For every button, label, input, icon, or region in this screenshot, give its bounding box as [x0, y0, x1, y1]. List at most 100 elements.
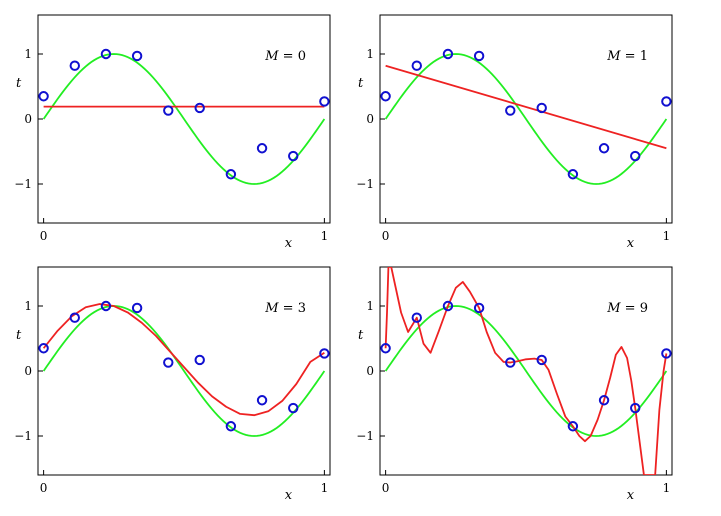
panel-1: 0 1 −1 0 1 x t M = 0: [14, 14, 331, 251]
x-axis-label: x: [627, 236, 635, 251]
y-axis-label: t: [16, 328, 22, 343]
data-point: [567, 169, 579, 180]
true-curve-line: [42, 305, 326, 437]
data-point: [100, 300, 112, 312]
y-tick-label: 1: [24, 299, 32, 313]
data-point: [505, 357, 516, 368]
x-tick-label: 0: [382, 481, 390, 495]
data-point: [256, 143, 268, 154]
fitted-curve-line: [385, 64, 667, 150]
data-point: [411, 312, 422, 323]
model-eq: =: [621, 301, 640, 316]
model-order-label: M = 1: [606, 49, 648, 64]
data-point: [442, 300, 454, 312]
x-axis-label: x: [627, 488, 635, 503]
model-val: 0: [298, 49, 306, 64]
panel-3: 0 1 −1 0 1 x t M = 3: [14, 266, 331, 503]
x-axis-label: x: [285, 236, 293, 251]
plot-area: [384, 267, 668, 475]
model-val: 1: [640, 49, 648, 64]
data-point: [536, 354, 547, 366]
data-point: [163, 357, 174, 368]
data-point: [225, 169, 237, 180]
model-var: M: [606, 49, 621, 64]
plot-area: [384, 53, 668, 185]
data-point: [411, 60, 422, 71]
data-point: [194, 102, 205, 114]
data-point: [505, 105, 516, 116]
y-tick-label: −1: [356, 429, 374, 443]
model-order-label: M = 3: [264, 301, 306, 316]
y-axis-label: t: [358, 328, 364, 343]
data-point: [630, 150, 641, 162]
data-point: [131, 302, 143, 314]
data-point: [288, 150, 299, 162]
y-tick-label: 1: [366, 47, 374, 61]
data-point: [319, 96, 330, 107]
model-eq: =: [621, 49, 640, 64]
x-tick-label: 1: [663, 481, 671, 495]
y-axis-label: t: [358, 76, 364, 91]
true-curve-line: [42, 53, 326, 185]
y-tick-label: 0: [366, 364, 374, 378]
model-var: M: [606, 301, 621, 316]
data-point: [442, 48, 454, 60]
data-point: [194, 354, 205, 366]
data-point: [567, 421, 579, 432]
data-point: [69, 60, 80, 71]
y-tick-label: 1: [24, 47, 32, 61]
x-tick-label: 0: [40, 229, 48, 243]
model-eq: =: [279, 49, 298, 64]
fitted-curve-line: [384, 267, 668, 475]
y-tick-label: −1: [14, 429, 32, 443]
data-point: [661, 348, 672, 359]
data-point: [380, 343, 391, 354]
y-tick-label: −1: [14, 177, 32, 191]
data-point: [380, 91, 391, 102]
data-point: [598, 143, 610, 154]
x-tick-label: 1: [321, 229, 329, 243]
data-point: [131, 50, 143, 62]
x-axis-label: x: [285, 488, 293, 503]
data-point: [38, 91, 49, 102]
data-point: [288, 402, 299, 414]
data-point: [100, 48, 112, 60]
model-val: 9: [640, 301, 648, 316]
panel-2: 0 1 −1 0 1 x t M = 1: [356, 14, 673, 251]
data-point: [630, 402, 641, 414]
x-tick-label: 0: [382, 229, 390, 243]
data-point: [536, 102, 547, 114]
model-var: M: [264, 301, 279, 316]
panel-4: 0 1 −1 0 1 x t M = 9: [356, 266, 673, 503]
plot-area: [42, 303, 326, 437]
model-var: M: [264, 49, 279, 64]
y-tick-label: 1: [366, 299, 374, 313]
model-order-label: M = 0: [264, 49, 306, 64]
model-val: 3: [298, 301, 306, 316]
x-tick-label: 1: [321, 481, 329, 495]
y-tick-label: 0: [366, 112, 374, 126]
true-curve-line: [384, 53, 668, 185]
data-point: [38, 343, 49, 354]
data-point: [473, 50, 485, 62]
data-point: [256, 395, 268, 406]
plot-area: [42, 53, 326, 185]
data-point: [598, 395, 610, 406]
y-tick-label: 0: [24, 364, 32, 378]
fitted-curve-line: [42, 303, 325, 417]
y-tick-label: −1: [356, 177, 374, 191]
model-order-label: M = 9: [606, 301, 648, 316]
y-tick-label: 0: [24, 112, 32, 126]
x-tick-label: 0: [40, 481, 48, 495]
y-axis-label: t: [16, 76, 22, 91]
data-point: [319, 348, 330, 359]
x-tick-label: 1: [663, 229, 671, 243]
data-point: [163, 105, 174, 116]
true-curve-line: [384, 305, 668, 437]
data-point: [69, 312, 80, 323]
model-eq: =: [279, 301, 298, 316]
data-point: [661, 96, 672, 107]
data-point: [473, 302, 485, 314]
data-point: [225, 421, 237, 432]
